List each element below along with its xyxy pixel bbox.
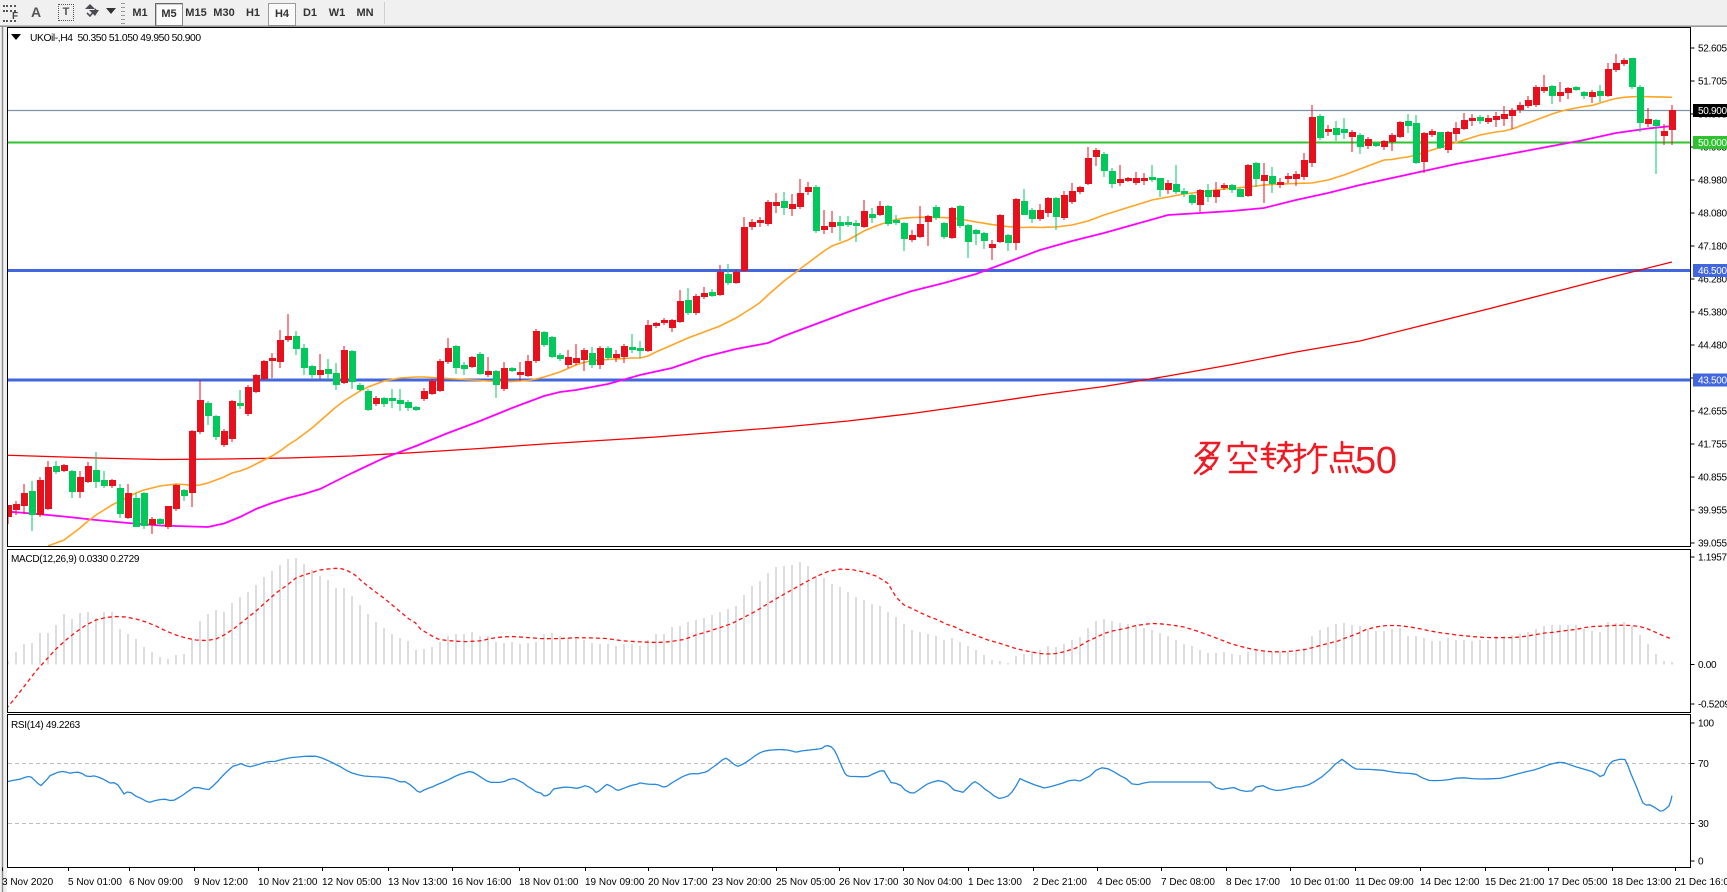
- svg-text:RSI(14) 49.2263: RSI(14) 49.2263: [11, 720, 81, 731]
- svg-text:30: 30: [1698, 819, 1709, 830]
- svg-text:48.980: 48.980: [1698, 176, 1727, 187]
- svg-text:15 Dec 21:00: 15 Dec 21:00: [1485, 877, 1545, 888]
- svg-text:48.080: 48.080: [1698, 209, 1727, 220]
- svg-text:1 Dec 13:00: 1 Dec 13:00: [968, 877, 1022, 888]
- svg-text:18 Nov 01:00: 18 Nov 01:00: [519, 877, 579, 888]
- svg-text:50.900: 50.900: [1698, 106, 1727, 117]
- svg-text:4 Dec 05:00: 4 Dec 05:00: [1097, 877, 1151, 888]
- svg-text:42.655: 42.655: [1698, 407, 1727, 418]
- svg-text:25 Nov 05:00: 25 Nov 05:00: [776, 877, 836, 888]
- svg-text:19 Nov 09:00: 19 Nov 09:00: [585, 877, 645, 888]
- svg-text:23 Nov 20:00: 23 Nov 20:00: [712, 877, 772, 888]
- svg-text:70: 70: [1698, 759, 1709, 770]
- svg-text:8 Dec 17:00: 8 Dec 17:00: [1226, 877, 1280, 888]
- svg-text:47.180: 47.180: [1698, 242, 1727, 253]
- svg-text:3 Nov 2020: 3 Nov 2020: [2, 877, 54, 888]
- svg-text:46.500: 46.500: [1698, 266, 1727, 277]
- svg-text:16 Nov 16:00: 16 Nov 16:00: [452, 877, 512, 888]
- svg-text:46.280: 46.280: [1698, 275, 1727, 286]
- svg-text:44.480: 44.480: [1698, 341, 1727, 352]
- svg-text:1.1957: 1.1957: [1698, 553, 1727, 564]
- svg-text:7 Dec 08:00: 7 Dec 08:00: [1161, 877, 1215, 888]
- svg-text:10 Nov 21:00: 10 Nov 21:00: [258, 877, 318, 888]
- svg-text:30 Nov 04:00: 30 Nov 04:00: [903, 877, 963, 888]
- svg-text:6 Nov 09:00: 6 Nov 09:00: [129, 877, 183, 888]
- svg-text:52.605: 52.605: [1698, 44, 1727, 55]
- svg-text:5 Nov 01:00: 5 Nov 01:00: [68, 877, 122, 888]
- svg-text:50.000: 50.000: [1698, 138, 1727, 149]
- svg-text:9 Nov 12:00: 9 Nov 12:00: [194, 877, 248, 888]
- svg-text:14 Dec 12:00: 14 Dec 12:00: [1420, 877, 1480, 888]
- svg-text:0.00: 0.00: [1698, 660, 1717, 671]
- svg-text:17 Dec 05:00: 17 Dec 05:00: [1548, 877, 1608, 888]
- svg-text:43.500: 43.500: [1698, 376, 1727, 387]
- svg-text:21 Dec 16:00: 21 Dec 16:00: [1675, 877, 1727, 888]
- svg-text:50: 50: [1355, 440, 1397, 482]
- svg-text:-0.5209: -0.5209: [1698, 700, 1727, 711]
- svg-text:41.755: 41.755: [1698, 440, 1727, 451]
- svg-text:10 Dec 01:00: 10 Dec 01:00: [1290, 877, 1350, 888]
- svg-text:26 Nov 17:00: 26 Nov 17:00: [839, 877, 899, 888]
- svg-text:11 Dec 09:00: 11 Dec 09:00: [1355, 877, 1414, 888]
- svg-text:2 Dec 21:00: 2 Dec 21:00: [1033, 877, 1087, 888]
- svg-text:18 Dec 13:00: 18 Dec 13:00: [1612, 877, 1672, 888]
- svg-text:39.055: 39.055: [1698, 539, 1727, 550]
- svg-text:UKOil-,H4 50.350 51.050 49.95: UKOil-,H4 50.350 51.050 49.950 50.900: [30, 33, 201, 44]
- svg-text:100: 100: [1698, 719, 1715, 730]
- svg-text:45.380: 45.380: [1698, 308, 1727, 319]
- svg-text:40.855: 40.855: [1698, 473, 1727, 484]
- svg-text:39.955: 39.955: [1698, 506, 1727, 517]
- svg-text:12 Nov 05:00: 12 Nov 05:00: [322, 877, 382, 888]
- svg-text:13 Nov 13:00: 13 Nov 13:00: [388, 877, 448, 888]
- svg-text:51.705: 51.705: [1698, 77, 1727, 88]
- svg-text:0: 0: [1698, 857, 1704, 868]
- svg-text:20 Nov 17:00: 20 Nov 17:00: [648, 877, 708, 888]
- svg-text:MACD(12,26,9) 0.0330 0.2729: MACD(12,26,9) 0.0330 0.2729: [11, 554, 140, 565]
